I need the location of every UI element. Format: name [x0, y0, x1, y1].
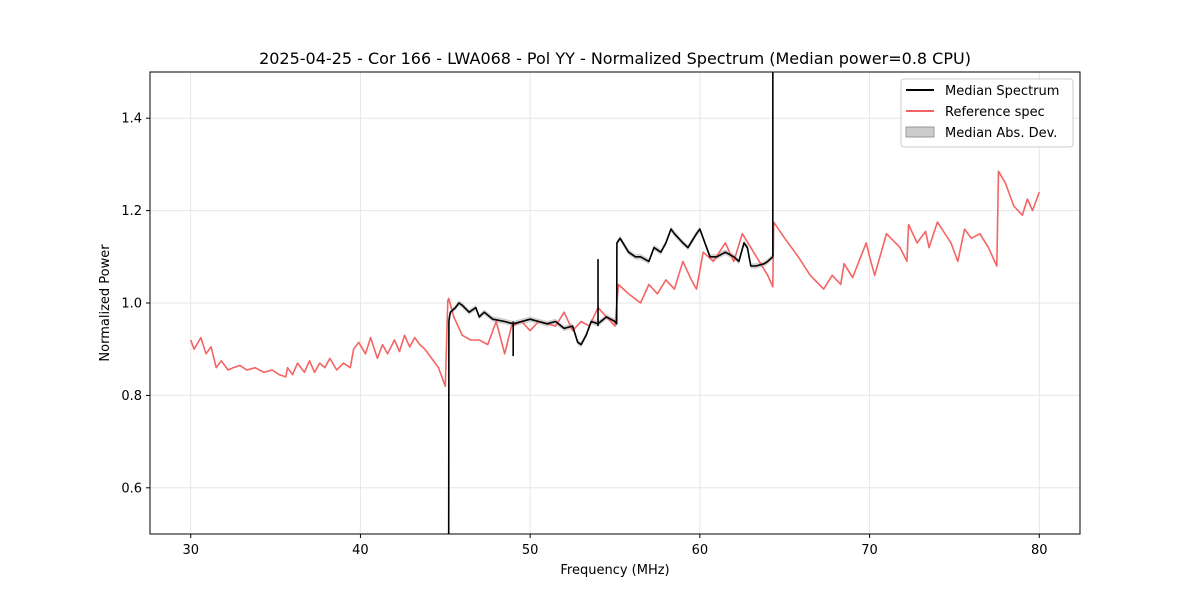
y-tick-label: 1.4	[121, 112, 142, 127]
y-axis-label: Normalized Power	[98, 244, 113, 362]
y-tick-label: 1.0	[121, 297, 142, 312]
y-axis: 0.6 0.8 1.0 1.2 1.4	[121, 112, 150, 496]
legend-label-median: Median Spectrum	[945, 84, 1059, 99]
x-tick-label: 70	[861, 543, 878, 558]
y-tick-label: 0.8	[121, 389, 142, 404]
x-tick-label: 50	[522, 543, 539, 558]
reference-spec-line	[189, 170, 1041, 387]
x-tick-label: 30	[182, 543, 199, 558]
legend-swatch-mad	[905, 126, 935, 138]
x-tick-label: 40	[352, 543, 369, 558]
x-axis-label: Frequency (MHz)	[560, 563, 669, 578]
x-axis: 30 40 50 60 70 80	[182, 534, 1048, 558]
y-tick-label: 1.2	[121, 204, 142, 219]
y-tick-label: 0.6	[121, 481, 142, 496]
plot-area	[189, 72, 1041, 534]
x-tick-label: 80	[1031, 543, 1048, 558]
legend-box	[900, 78, 1074, 148]
series-layer	[189, 72, 1041, 534]
legend-label-reference: Reference spec	[945, 105, 1045, 120]
legend: Median Spectrum Reference spec Median Ab…	[900, 78, 1074, 148]
median-spectrum-line	[447, 228, 774, 534]
x-tick-label: 60	[692, 543, 709, 558]
chart-title: 2025-04-25 - Cor 166 - LWA068 - Pol YY -…	[259, 49, 971, 68]
legend-label-mad: Median Abs. Dev.	[945, 126, 1057, 141]
